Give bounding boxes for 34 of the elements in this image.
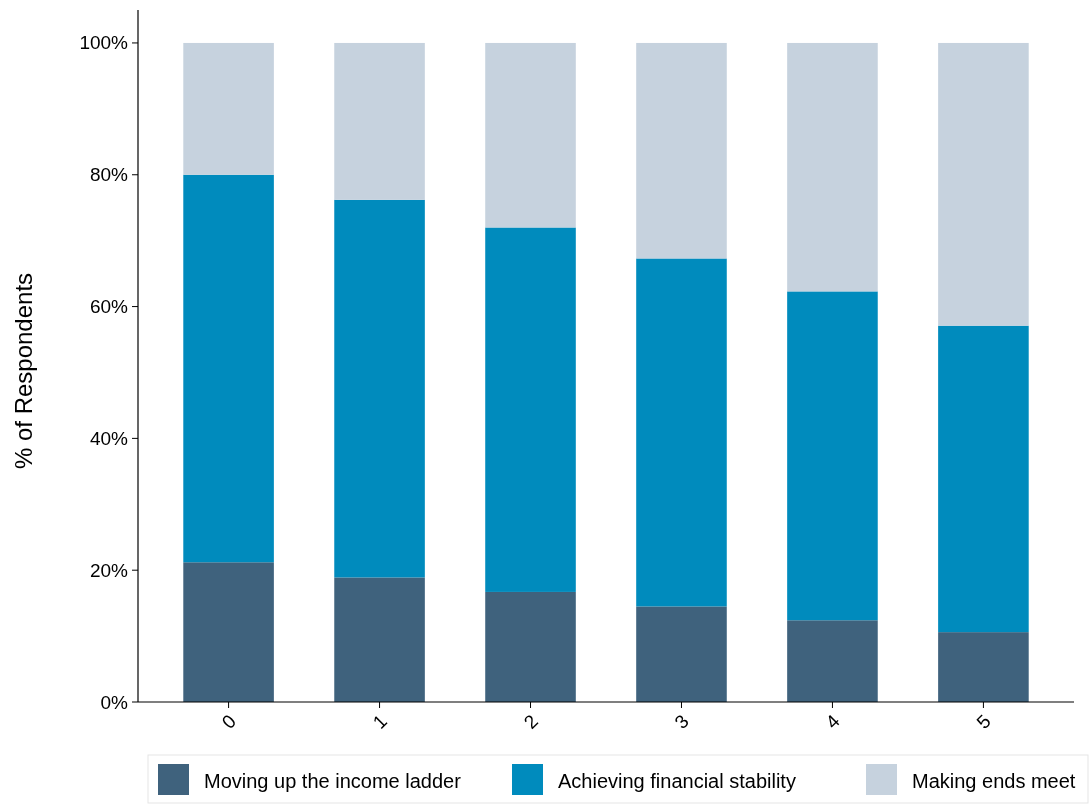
x-tick-label: 5 [972,710,995,733]
legend-label: Making ends meet [912,770,1076,792]
y-tick-label: 100% [79,32,129,54]
bar [938,42,1029,326]
y-tick-label: 60% [89,296,129,318]
y-tick-label: 80% [89,164,129,186]
bar [787,291,878,621]
bar [636,258,727,607]
y-tick-label: 40% [89,427,129,449]
bar [485,591,576,702]
bar [334,42,425,200]
bar [787,620,878,702]
bar [485,227,576,592]
y-axis-title: % of Respondents [10,272,37,470]
legend-label: Moving up the income ladder [204,770,462,792]
x-tick-label: 0 [217,710,241,733]
y-tick-label: 20% [89,559,129,581]
bar [334,199,425,578]
bar [636,606,727,702]
bar [938,632,1029,702]
bar [183,562,274,702]
bar [183,42,274,175]
bar [334,577,425,702]
x-tick-label: 2 [519,710,542,733]
bar [938,325,1029,633]
x-tick-label: 1 [368,710,391,733]
bar [183,174,274,563]
x-tick-label: 3 [670,710,693,733]
x-tick-label: 4 [821,710,845,733]
y-tick-label: 0% [100,691,129,713]
bar [787,42,878,292]
bar [485,42,576,228]
legend-label: Achieving financial stability [558,770,796,792]
bar [636,42,727,259]
